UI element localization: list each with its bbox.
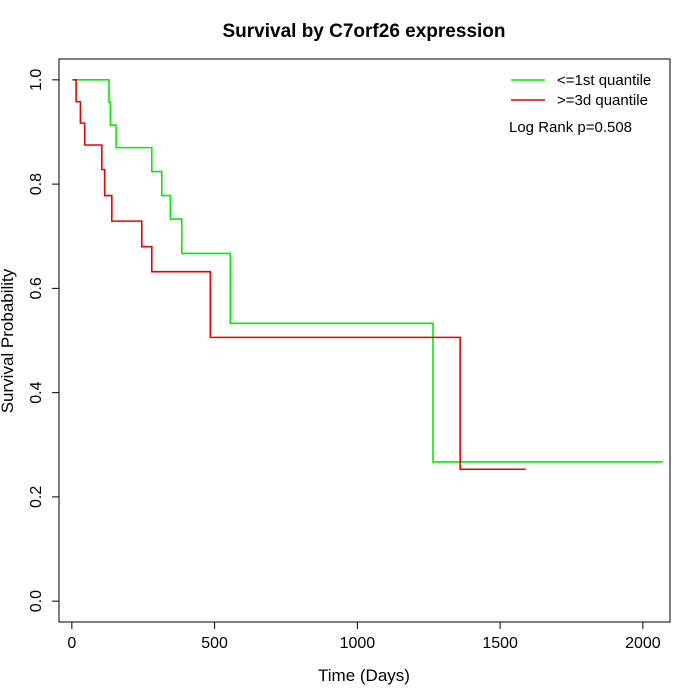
x-axis: 0 500 1000 1500 2000	[67, 621, 661, 652]
y-axis: 0.0 0.2 0.4 0.6 0.8 1.0	[28, 69, 60, 612]
series-line-1	[71, 79, 663, 463]
y-tick-label: 0.2	[28, 486, 45, 508]
x-tick-label: 0	[67, 635, 76, 652]
x-axis-label: Time (Days)	[318, 666, 410, 685]
x-tick-label: 500	[201, 635, 228, 652]
survival-curves	[71, 79, 663, 471]
legend: <=1st quantile >=3d quantile	[511, 72, 651, 109]
y-tick-label: 0.0	[28, 590, 45, 612]
y-tick-label: 0.8	[28, 173, 45, 195]
x-tick-label: 2000	[625, 635, 661, 652]
legend-label-2: >=3d quantile	[557, 92, 648, 109]
x-tick-label: 1000	[340, 635, 376, 652]
plot-frame	[58, 58, 671, 623]
y-tick-label: 0.4	[28, 381, 45, 403]
series-line-2	[73, 79, 526, 471]
y-tick-label: 0.6	[28, 277, 45, 299]
x-tick-label: 1500	[482, 635, 518, 652]
legend-label-1: <=1st quantile	[557, 72, 651, 89]
y-axis-label: Survival Probability	[0, 268, 17, 413]
log-rank-annotation: Log Rank p=0.508	[509, 119, 632, 136]
chart-title: Survival by C7orf26 expression	[222, 21, 505, 42]
y-tick-label: 1.0	[28, 69, 45, 91]
